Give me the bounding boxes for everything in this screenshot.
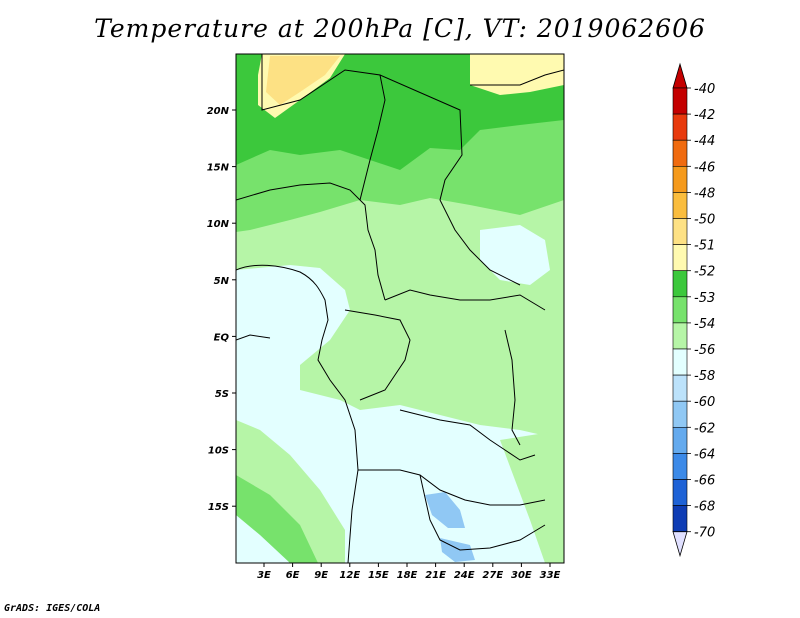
colorbar-label: -56 [694, 343, 715, 358]
colorbar-label: -48 [694, 186, 715, 201]
field-band-50 [266, 56, 340, 105]
colorbar-swatch [672, 296, 688, 324]
colorbar-swatch [672, 426, 688, 454]
colorbar-swatch [672, 505, 688, 533]
lon-tick-label: 9E [314, 570, 328, 581]
colorbar-label: -70 [694, 526, 715, 541]
lon-tick-label: 33E [540, 570, 561, 581]
colorbar-swatch [672, 87, 688, 115]
colorbar-label: -40 [694, 82, 715, 97]
lon-tick-label: 21E [425, 570, 446, 581]
colorbar-label: -60 [694, 395, 715, 410]
colorbar-label: -53 [694, 291, 715, 306]
colorbar-label: -62 [694, 421, 715, 436]
colorbar-swatch [672, 166, 688, 193]
colorbar-over-triangle [672, 62, 688, 89]
lat-tick-label: 10S [208, 446, 229, 457]
colorbar-label: -51 [694, 239, 715, 254]
colorbar-swatch [672, 374, 688, 402]
colorbar-swatch [672, 322, 688, 350]
map-title: Temperature at 200hPa [C], VT: 201906260… [94, 14, 706, 43]
colorbar-label: -42 [694, 108, 715, 123]
colorbar-label: -46 [694, 160, 715, 175]
field-band-53-sw [236, 470, 320, 563]
map-frame [235, 53, 565, 564]
colorbar-label: -52 [694, 265, 715, 280]
lon-tick-label: 6E [286, 570, 300, 581]
colorbar-label: -64 [694, 447, 715, 462]
colorbar-label: -68 [694, 500, 715, 515]
field-band-54-se [500, 430, 564, 563]
credit-text: GrADS: IGES/COLA [4, 603, 101, 614]
colorbar-swatch [672, 400, 688, 428]
lon-tick-label: 24E [454, 570, 475, 581]
colorbar-swatch [672, 348, 688, 376]
lon-axis: 3E 6E 9E 12E 15E 18E 21E 24E 27E 30E 33E [257, 563, 561, 581]
colorbar-label: -58 [694, 369, 715, 384]
field-band-58 [425, 492, 465, 528]
lat-axis: 20N 15N 10N 5N EQ 5S 10S 15S [207, 106, 236, 513]
colorbar-swatch [672, 192, 688, 219]
lon-tick-label: 30E [511, 570, 532, 581]
borders [236, 54, 564, 563]
colorbar: -40 -42 -44 -46 -48 -50 -51 -52 -53 -54 -56 -58 -60 -… [672, 62, 715, 558]
lat-tick-label: EQ [214, 332, 230, 343]
colorbar-swatch [672, 244, 688, 272]
lat-tick-label: 5S [215, 389, 229, 400]
colorbar-label: -54 [694, 317, 715, 332]
colorbar-swatch [672, 270, 688, 298]
colorbar-swatch [672, 479, 688, 506]
colorbar-swatch [672, 139, 688, 167]
colorbar-swatch [672, 113, 688, 141]
lon-tick-label: 18E [397, 570, 418, 581]
colorbar-label: -44 [694, 134, 715, 149]
lat-tick-label: 20N [207, 106, 230, 117]
lat-tick-label: 10N [207, 219, 230, 230]
field-band-54-sw [236, 420, 345, 563]
colorbar-swatch [672, 453, 688, 480]
colorbar-under-triangle [672, 531, 688, 558]
colorbar-label: -50 [694, 213, 715, 228]
lon-tick-label: 3E [257, 570, 271, 581]
lon-tick-label: 12E [339, 570, 360, 581]
lon-tick-label: 27E [482, 570, 503, 581]
lat-tick-label: 5N [214, 276, 230, 287]
colorbar-swatch [672, 218, 688, 245]
lat-tick-label: 15N [207, 163, 230, 174]
map-panel: 20N 15N 10N 5N EQ 5S 10S 15S 3E 6E 9E 12E 15E 18E 21E… [207, 53, 715, 581]
lon-tick-label: 15E [368, 570, 389, 581]
colorbar-label: -66 [694, 474, 715, 489]
field-band-56-east [480, 225, 550, 285]
lat-tick-label: 15S [208, 502, 229, 513]
